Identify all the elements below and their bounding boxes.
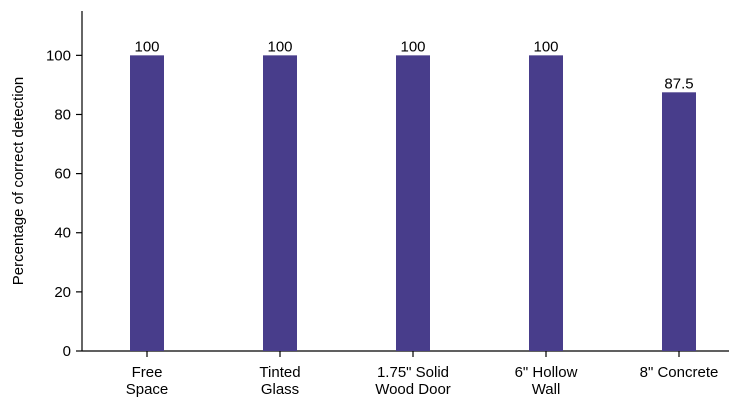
value-labels: 100 100 100 100 87.5	[134, 38, 693, 92]
bar	[529, 55, 563, 351]
x-tick-label: Free	[132, 364, 163, 381]
bar	[662, 92, 696, 351]
bar	[396, 55, 430, 351]
y-axis-label: Percentage of correct detection	[10, 77, 27, 285]
x-tick-label: Wood Door	[375, 381, 451, 398]
bar	[130, 55, 164, 351]
data-label: 100	[533, 38, 558, 55]
y-tick-label: 20	[54, 284, 71, 301]
y-tick-label: 40	[54, 225, 71, 242]
y-tick-label: 0	[63, 343, 71, 360]
data-label: 100	[134, 38, 159, 55]
y-tick-label: 80	[54, 106, 71, 123]
data-label: 100	[267, 38, 292, 55]
x-tick-label: 6" Hollow	[515, 364, 578, 381]
bars	[130, 55, 696, 351]
x-tick-label: Space	[126, 381, 169, 398]
bar	[263, 55, 297, 351]
x-tick-label: 1.75" Solid	[377, 364, 449, 381]
x-axis	[82, 350, 729, 357]
y-tick-label: 60	[54, 166, 71, 183]
data-label: 87.5	[664, 75, 693, 92]
x-tick-label: 8" Concrete	[640, 364, 719, 381]
x-tick-label: Wall	[532, 381, 561, 398]
x-tick-label: Glass	[261, 381, 299, 398]
data-label: 100	[400, 38, 425, 55]
y-tick-label: 100	[46, 47, 71, 64]
y-axis: 0 20 40 60 80 100	[46, 11, 83, 360]
x-tick-label: Tinted	[259, 364, 300, 381]
